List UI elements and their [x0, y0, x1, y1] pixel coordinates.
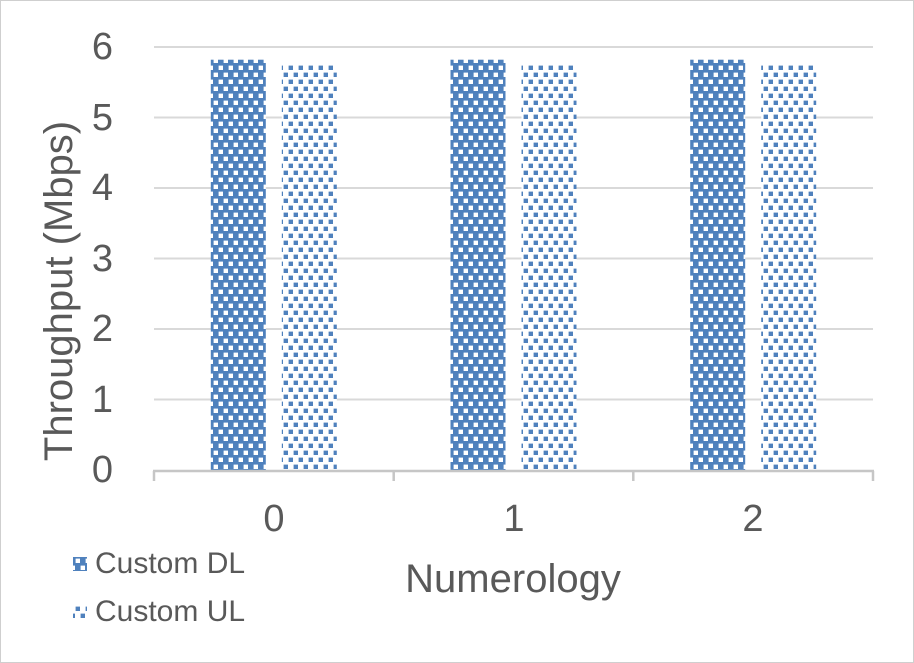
- x-category-label-2: 2: [742, 498, 764, 540]
- x-axis-title: Numerology: [405, 557, 621, 601]
- y-tick-label-2: 2: [91, 308, 113, 350]
- y-tick-label-0: 0: [91, 449, 113, 491]
- legend-label-custom-ul: Custom UL: [95, 595, 246, 628]
- legend: Custom DL Custom UL: [73, 547, 245, 643]
- legend-item-custom-dl: Custom DL: [73, 547, 245, 581]
- custom-dl-pattern-swatch-icon: [73, 557, 87, 571]
- custom-ul-pattern-swatch-icon: [73, 605, 87, 619]
- y-tick-label-5: 5: [91, 97, 113, 139]
- x-category-label-1: 1: [503, 498, 525, 540]
- x-category-label-0: 0: [263, 498, 285, 540]
- legend-label-custom-dl: Custom DL: [95, 547, 246, 580]
- y-tick-label-6: 6: [91, 26, 113, 68]
- legend-item-custom-ul: Custom UL: [73, 595, 245, 629]
- y-tick-label-3: 3: [91, 238, 113, 280]
- y-tick-label-4: 4: [91, 167, 113, 209]
- y-tick-label-1: 1: [91, 379, 113, 421]
- y-axis-title: Throughput (Mbps): [37, 120, 81, 462]
